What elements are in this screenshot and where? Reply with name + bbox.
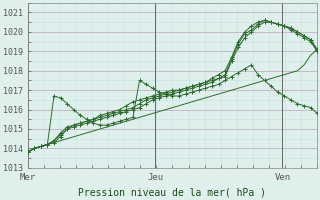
- X-axis label: Pression niveau de la mer( hPa ): Pression niveau de la mer( hPa ): [78, 187, 267, 197]
